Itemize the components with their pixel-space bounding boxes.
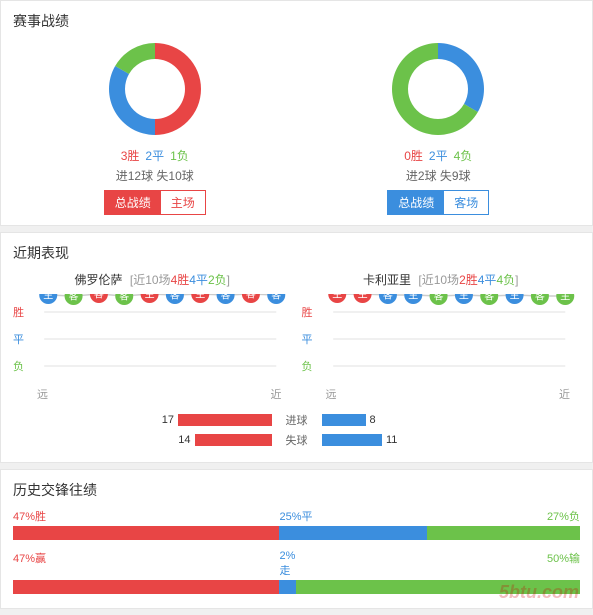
svg-text:主: 主	[509, 294, 519, 302]
filter-button[interactable]: 客场	[444, 191, 488, 214]
away-col: 0胜2平4负 进2球 失9球 总战绩客场	[297, 39, 581, 215]
recent-form-panel: 近期表现 佛罗伦萨 [近10场4胜4平2负] 主客客客主客主客客客 胜平负 远 …	[0, 232, 593, 463]
panel-title: 历史交锋往绩	[13, 480, 580, 500]
stack-labels: 47%胜25%平27%负	[13, 508, 580, 524]
home-col: 3胜2平1负 进12球 失10球 总战绩主场	[13, 39, 297, 215]
filter-button-active[interactable]: 总战绩	[388, 191, 444, 214]
x-far-label: 远	[37, 386, 48, 402]
x-axis-labels: 远 近	[302, 386, 581, 402]
x-near-label: 近	[559, 386, 570, 402]
svg-text:主: 主	[43, 294, 53, 302]
home-record: 3胜2平1负	[13, 147, 297, 164]
stack-bar	[13, 526, 580, 540]
svg-text:客: 客	[271, 294, 281, 302]
x-near-label: 近	[271, 386, 282, 402]
svg-text:主: 主	[195, 294, 205, 301]
away-summary: [近10场2胜4平4负]	[418, 273, 518, 287]
svg-text:客: 客	[534, 294, 544, 303]
svg-text:主: 主	[332, 294, 342, 301]
home-line-chart: 主客客客主客主客客客 胜平负	[13, 294, 292, 384]
away-line-chart: 主主客主客主客主客主 胜平负	[302, 294, 581, 384]
home-recent-col: 佛罗伦萨 [近10场4胜4平2负] 主客客客主客主客客客 胜平负 远 近	[13, 271, 292, 402]
svg-text:客: 客	[246, 294, 256, 301]
stack-bar	[13, 580, 580, 594]
svg-text:客: 客	[170, 294, 180, 302]
goals-bars: 17进球8 14失球11	[13, 412, 580, 448]
home-summary: [近10场4胜4平2负]	[130, 273, 230, 287]
x-far-label: 远	[326, 386, 337, 402]
home-button-group: 总战绩主场	[104, 190, 206, 215]
away-team-name: 卡利亚里	[363, 273, 411, 287]
svg-text:客: 客	[119, 294, 129, 303]
filter-button-active[interactable]: 总战绩	[105, 191, 161, 214]
svg-text:主: 主	[560, 294, 570, 303]
away-donut-chart	[388, 39, 488, 139]
away-button-group: 总战绩客场	[387, 190, 489, 215]
h2h-stacks: 47%胜25%平27%负 47%赢2%走50%输	[13, 508, 580, 594]
bar-row: 17进球8	[13, 412, 580, 428]
h2h-panel: 历史交锋往绩 47%胜25%平27%负 47%赢2%走50%输	[0, 469, 593, 609]
panel-title: 近期表现	[13, 243, 580, 263]
bar-row: 14失球11	[13, 432, 580, 448]
svg-text:客: 客	[484, 294, 494, 303]
match-record-panel: 赛事战绩 3胜2平1负 进12球 失10球 总战绩主场 0胜2平4负 进2球 失…	[0, 0, 593, 226]
home-recent-header: 佛罗伦萨 [近10场4胜4平2负]	[13, 271, 292, 288]
svg-text:主: 主	[458, 294, 468, 302]
away-recent-col: 卡利亚里 [近10场2胜4平4负] 主主客主客主客主客主 胜平负 远 近	[302, 271, 581, 402]
svg-text:客: 客	[382, 294, 392, 302]
svg-text:主: 主	[357, 294, 367, 301]
away-recent-header: 卡利亚里 [近10场2胜4平4负]	[302, 271, 581, 288]
svg-text:主: 主	[408, 294, 418, 302]
home-team-name: 佛罗伦萨	[75, 273, 123, 287]
away-goals: 进2球 失9球	[297, 167, 581, 184]
svg-text:主: 主	[145, 294, 155, 301]
svg-text:客: 客	[433, 294, 443, 303]
home-donut-chart	[105, 39, 205, 139]
stack-labels: 47%赢2%走50%输	[13, 550, 580, 578]
panel-title: 赛事战绩	[13, 11, 580, 31]
x-axis-labels: 远 近	[13, 386, 292, 402]
filter-button[interactable]: 主场	[161, 191, 205, 214]
svg-text:客: 客	[69, 294, 79, 303]
svg-text:客: 客	[221, 294, 231, 302]
home-goals: 进12球 失10球	[13, 167, 297, 184]
svg-text:客: 客	[94, 294, 104, 301]
away-record: 0胜2平4负	[297, 147, 581, 164]
